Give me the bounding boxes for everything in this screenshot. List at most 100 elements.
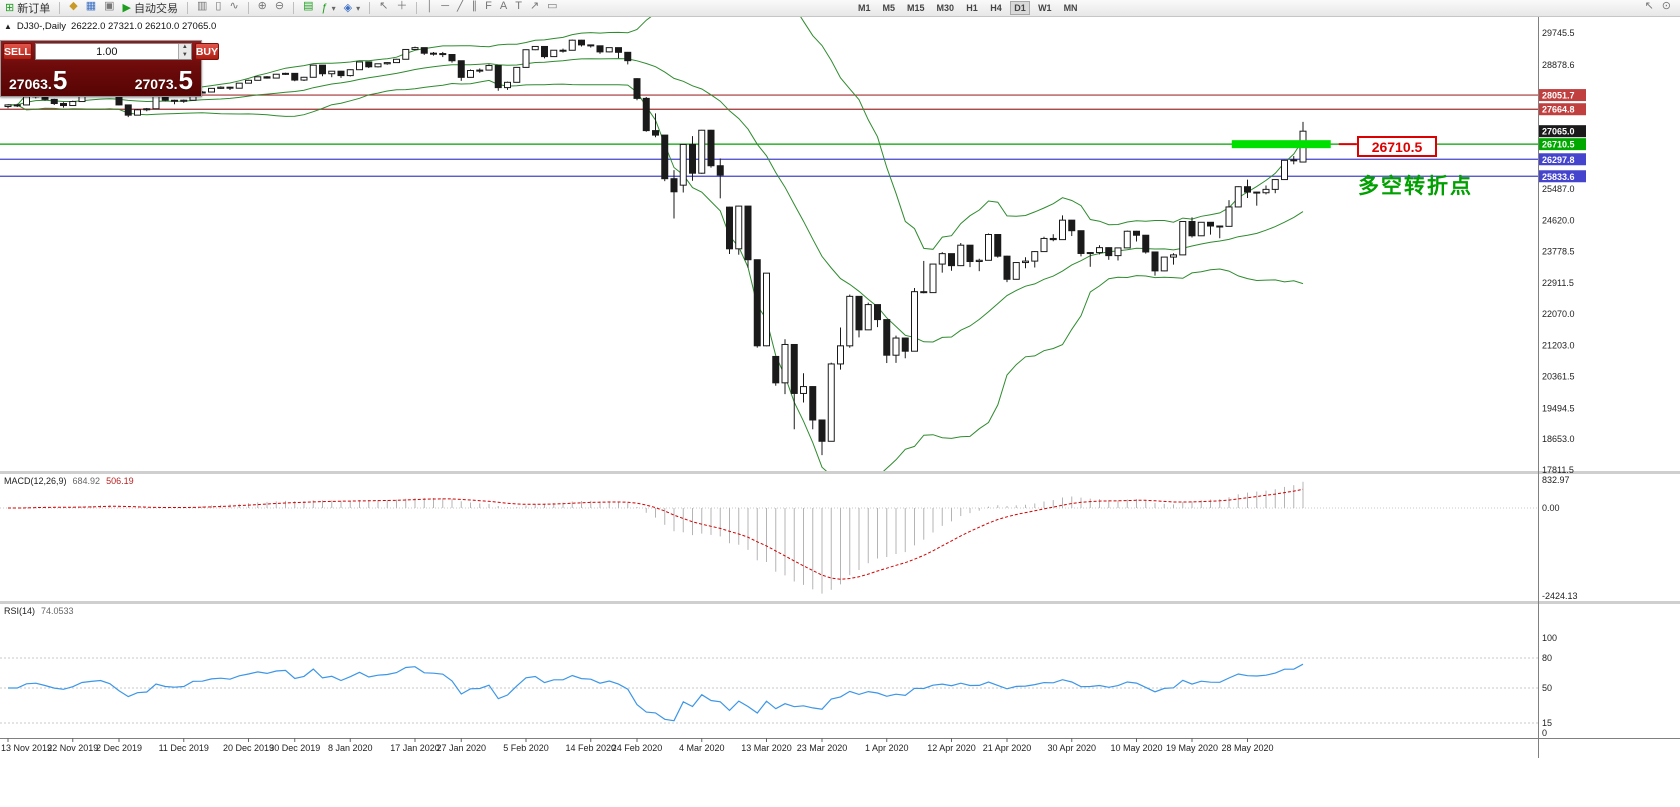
new-chart-icon[interactable]: ▦ — [85, 0, 97, 12]
macd-pane[interactable] — [0, 481, 1538, 594]
timeframe-button-mn[interactable]: MN — [1063, 3, 1078, 13]
sell-price[interactable]: 27063. 5 — [9, 66, 67, 92]
timeframe-button-m1[interactable]: M1 — [858, 3, 871, 13]
svg-text:25487.0: 25487.0 — [1542, 184, 1575, 194]
tile-windows-icon[interactable]: ▤ — [303, 0, 314, 12]
timeframe-button-w1[interactable]: W1 — [1038, 3, 1052, 13]
fibonacci-tool-icon[interactable]: F — [485, 0, 492, 12]
svg-text:11 Dec 2019: 11 Dec 2019 — [159, 743, 209, 753]
svg-text:19494.5: 19494.5 — [1542, 403, 1575, 413]
autotrading-button[interactable]: ▶ 自动交易 — [120, 1, 181, 16]
macd-name: MACD(12,26,9) — [4, 476, 67, 486]
macd-signal-value: 506.19 — [106, 476, 134, 486]
svg-text:-2424.13: -2424.13 — [1542, 591, 1578, 601]
svg-text:15: 15 — [1542, 718, 1552, 728]
annotation-text[interactable]: 多空转折点 — [1358, 175, 1473, 198]
macd-axis[interactable]: 832.97 0.00 -2424.13 — [1542, 475, 1578, 601]
top-toolbar: ⊞ 新订单 ◆ ▦ ▣ ▶ 自动交易 ▥ ▯ ∿ ⊕ ⊖ ▤ ƒ ▾ ◈ ▾ ↖ ＋… — [0, 0, 1680, 17]
timeframe-button-d1[interactable]: D1 — [1010, 1, 1031, 15]
trendline-tool-icon[interactable]: ╱ — [457, 0, 464, 12]
indicators-button[interactable]: ƒ ▾ — [319, 1, 339, 16]
svg-text:1 Apr 2020: 1 Apr 2020 — [865, 743, 909, 753]
crosshair-icon[interactable]: ＋ — [396, 0, 408, 12]
candlestick-type-icon[interactable]: ▯ — [215, 0, 222, 12]
chevron-down-icon: ▾ — [356, 3, 361, 13]
label-tool-icon[interactable]: T — [515, 0, 522, 12]
sell-button[interactable]: SELL — [3, 43, 32, 60]
toolbar-left-group: ⊞ 新订单 ◆ ▦ ▣ ▶ 自动交易 ▥ ▯ ∿ ⊕ ⊖ ▤ ƒ ▾ ◈ ▾ ↖ ＋… — [2, 0, 561, 16]
pointer-tool-icon[interactable]: ↖ — [1644, 0, 1654, 12]
timeframe-button-h1[interactable]: H1 — [966, 3, 978, 13]
svg-text:17811.5: 17811.5 — [1542, 465, 1574, 475]
one-click-trading-panel: SELL ▲ ▼ BUY 27063. 5 27073. 5 — [0, 40, 220, 97]
volume-down-button[interactable]: ▼ — [181, 51, 188, 58]
svg-text:0: 0 — [1542, 728, 1547, 738]
timeframe-toolbar: M1 M5 M15 M30 H1 H4 D1 W1 MN — [853, 0, 1083, 16]
timeframe-button-m30[interactable]: M30 — [936, 3, 955, 13]
svg-text:832.97: 832.97 — [1542, 475, 1570, 485]
new-order-icon: ⊞ — [5, 1, 15, 14]
bar-chart-type-icon[interactable]: ▥ — [196, 0, 208, 12]
shapes-tool-icon[interactable]: ▭ — [547, 0, 558, 12]
highlight-zone[interactable] — [1231, 140, 1331, 149]
one-click-collapse-icon[interactable]: ▲ — [4, 22, 12, 31]
compass-icon[interactable]: ◆ — [69, 0, 78, 12]
vertical-line-tool-icon[interactable]: │ — [426, 0, 434, 12]
horizontal-line-tool-icon[interactable]: ─ — [441, 0, 450, 12]
profile-icon[interactable]: ▣ — [104, 0, 115, 12]
buy-price-pip: 5 — [178, 64, 193, 95]
rsi-axis[interactable]: 100 80 50 150 — [1542, 633, 1557, 738]
svg-text:4 Mar 2020: 4 Mar 2020 — [679, 743, 725, 753]
rsi-pane-label: RSI(14) 74.0533 — [4, 606, 74, 616]
price-callout[interactable]: 26710.5 — [1357, 136, 1437, 157]
svg-text:17 Jan 2020: 17 Jan 2020 — [390, 743, 440, 753]
rsi-pane[interactable] — [0, 657, 1538, 724]
svg-text:22070.0: 22070.0 — [1542, 309, 1575, 319]
text-tool-icon[interactable]: A — [499, 0, 508, 12]
zoom-out-icon[interactable]: ⊖ — [274, 0, 285, 12]
buy-button[interactable]: BUY — [194, 43, 220, 60]
channel-tool-icon[interactable]: ∥ — [471, 0, 478, 12]
svg-text:21 Apr 2020: 21 Apr 2020 — [983, 743, 1032, 753]
cursor-icon[interactable]: ↖ — [379, 0, 389, 12]
svg-text:30 Apr 2020: 30 Apr 2020 — [1047, 743, 1096, 753]
svg-text:50: 50 — [1542, 683, 1552, 693]
one-click-prices: 27063. 5 27073. 5 — [1, 60, 201, 96]
svg-text:29745.5: 29745.5 — [1542, 28, 1575, 38]
svg-text:18653.0: 18653.0 — [1542, 434, 1575, 444]
timeframe-button-h4[interactable]: H4 — [990, 3, 1002, 13]
svg-text:13 Nov 2019: 13 Nov 2019 — [1, 743, 52, 753]
arrow-tool-icon[interactable]: ↗ — [529, 0, 540, 12]
macd-pane-label: MACD(12,26,9) 684.92 506.19 — [4, 476, 134, 486]
zoom-in-icon[interactable]: ⊕ — [257, 0, 267, 12]
line-chart-type-icon[interactable]: ∿ — [229, 0, 239, 12]
timeframe-button-m15[interactable]: M15 — [907, 3, 925, 13]
svg-text:24 Feb 2020: 24 Feb 2020 — [612, 743, 663, 753]
svg-text:22911.5: 22911.5 — [1542, 278, 1574, 288]
svg-text:100: 100 — [1542, 633, 1557, 643]
svg-text:19 May 2020: 19 May 2020 — [1166, 743, 1218, 753]
svg-text:10 May 2020: 10 May 2020 — [1110, 743, 1162, 753]
toolbar-right-group: ↖ ⊙ — [1642, 0, 1674, 16]
objects-button[interactable]: ◈ ▾ — [341, 1, 363, 16]
pane-separators[interactable] — [0, 17, 1680, 758]
svg-text:30 Dec 2019: 30 Dec 2019 — [269, 743, 320, 753]
magnifier-tool-icon[interactable]: ⊙ — [1661, 0, 1671, 12]
svg-text:80: 80 — [1542, 653, 1552, 663]
toolbar-separator — [59, 2, 61, 14]
buy-price[interactable]: 27073. 5 — [135, 64, 193, 95]
new-order-button[interactable]: ⊞ 新订单 — [2, 1, 53, 16]
volume-input[interactable] — [35, 44, 178, 59]
svg-text:23 Mar 2020: 23 Mar 2020 — [797, 743, 848, 753]
price-pane[interactable] — [0, 0, 1538, 483]
toolbar-separator — [247, 2, 249, 14]
price-axis[interactable]: 29745.5 28878.6 25487.0 24620.0 23778.5 22911… — [1539, 28, 1586, 475]
svg-text:20 Dec 2019: 20 Dec 2019 — [223, 743, 274, 753]
volume-up-button[interactable]: ▲ — [181, 44, 188, 50]
volume-spinner: ▲ ▼ — [177, 44, 191, 59]
svg-text:5 Feb 2020: 5 Feb 2020 — [503, 743, 549, 753]
timeframe-button-m5[interactable]: M5 — [882, 3, 896, 13]
chart-symbol-title: DJ30-,Daily — [16, 21, 67, 32]
